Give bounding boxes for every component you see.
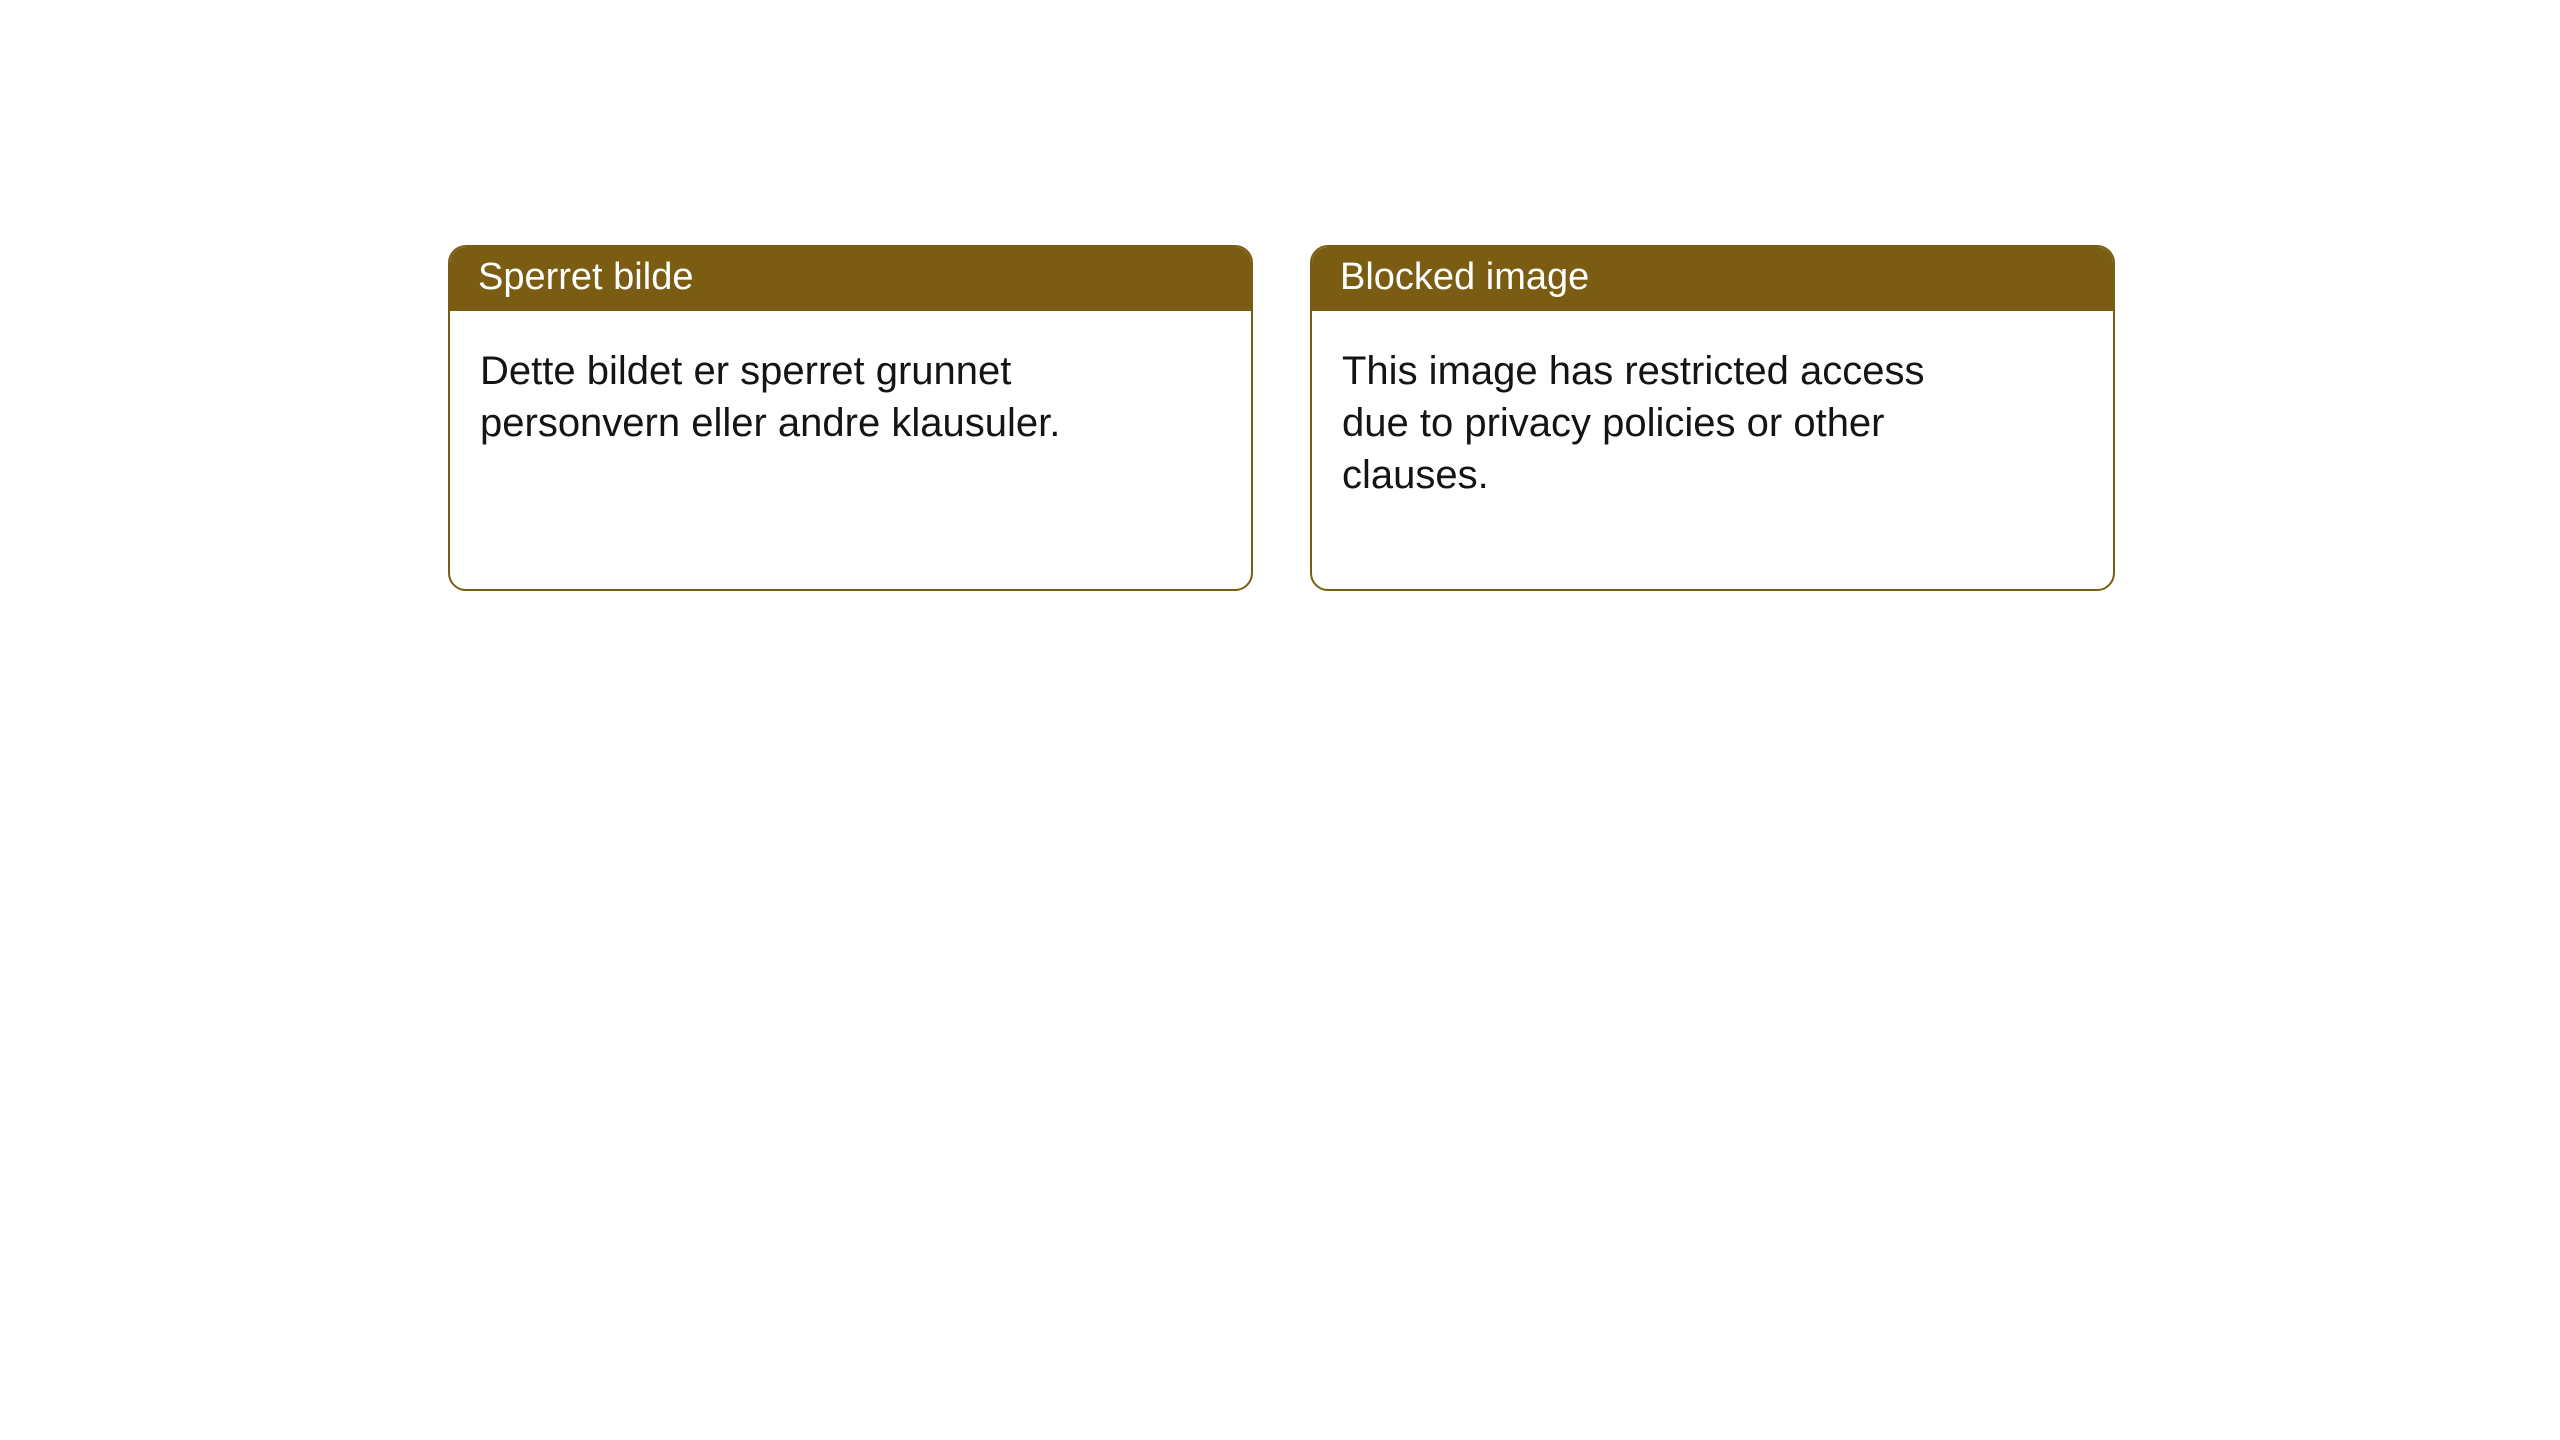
notice-text-norwegian: Dette bildet er sperret grunnet personve…	[480, 345, 1130, 449]
notice-header-english: Blocked image	[1312, 247, 2113, 311]
notice-container: Sperret bilde Dette bildet er sperret gr…	[0, 0, 2560, 591]
notice-body-norwegian: Dette bildet er sperret grunnet personve…	[450, 311, 1251, 589]
notice-header-norwegian: Sperret bilde	[450, 247, 1251, 311]
notice-text-english: This image has restricted access due to …	[1342, 345, 1992, 501]
notice-card-english: Blocked image This image has restricted …	[1310, 245, 2115, 591]
notice-card-norwegian: Sperret bilde Dette bildet er sperret gr…	[448, 245, 1253, 591]
notice-body-english: This image has restricted access due to …	[1312, 311, 2113, 589]
